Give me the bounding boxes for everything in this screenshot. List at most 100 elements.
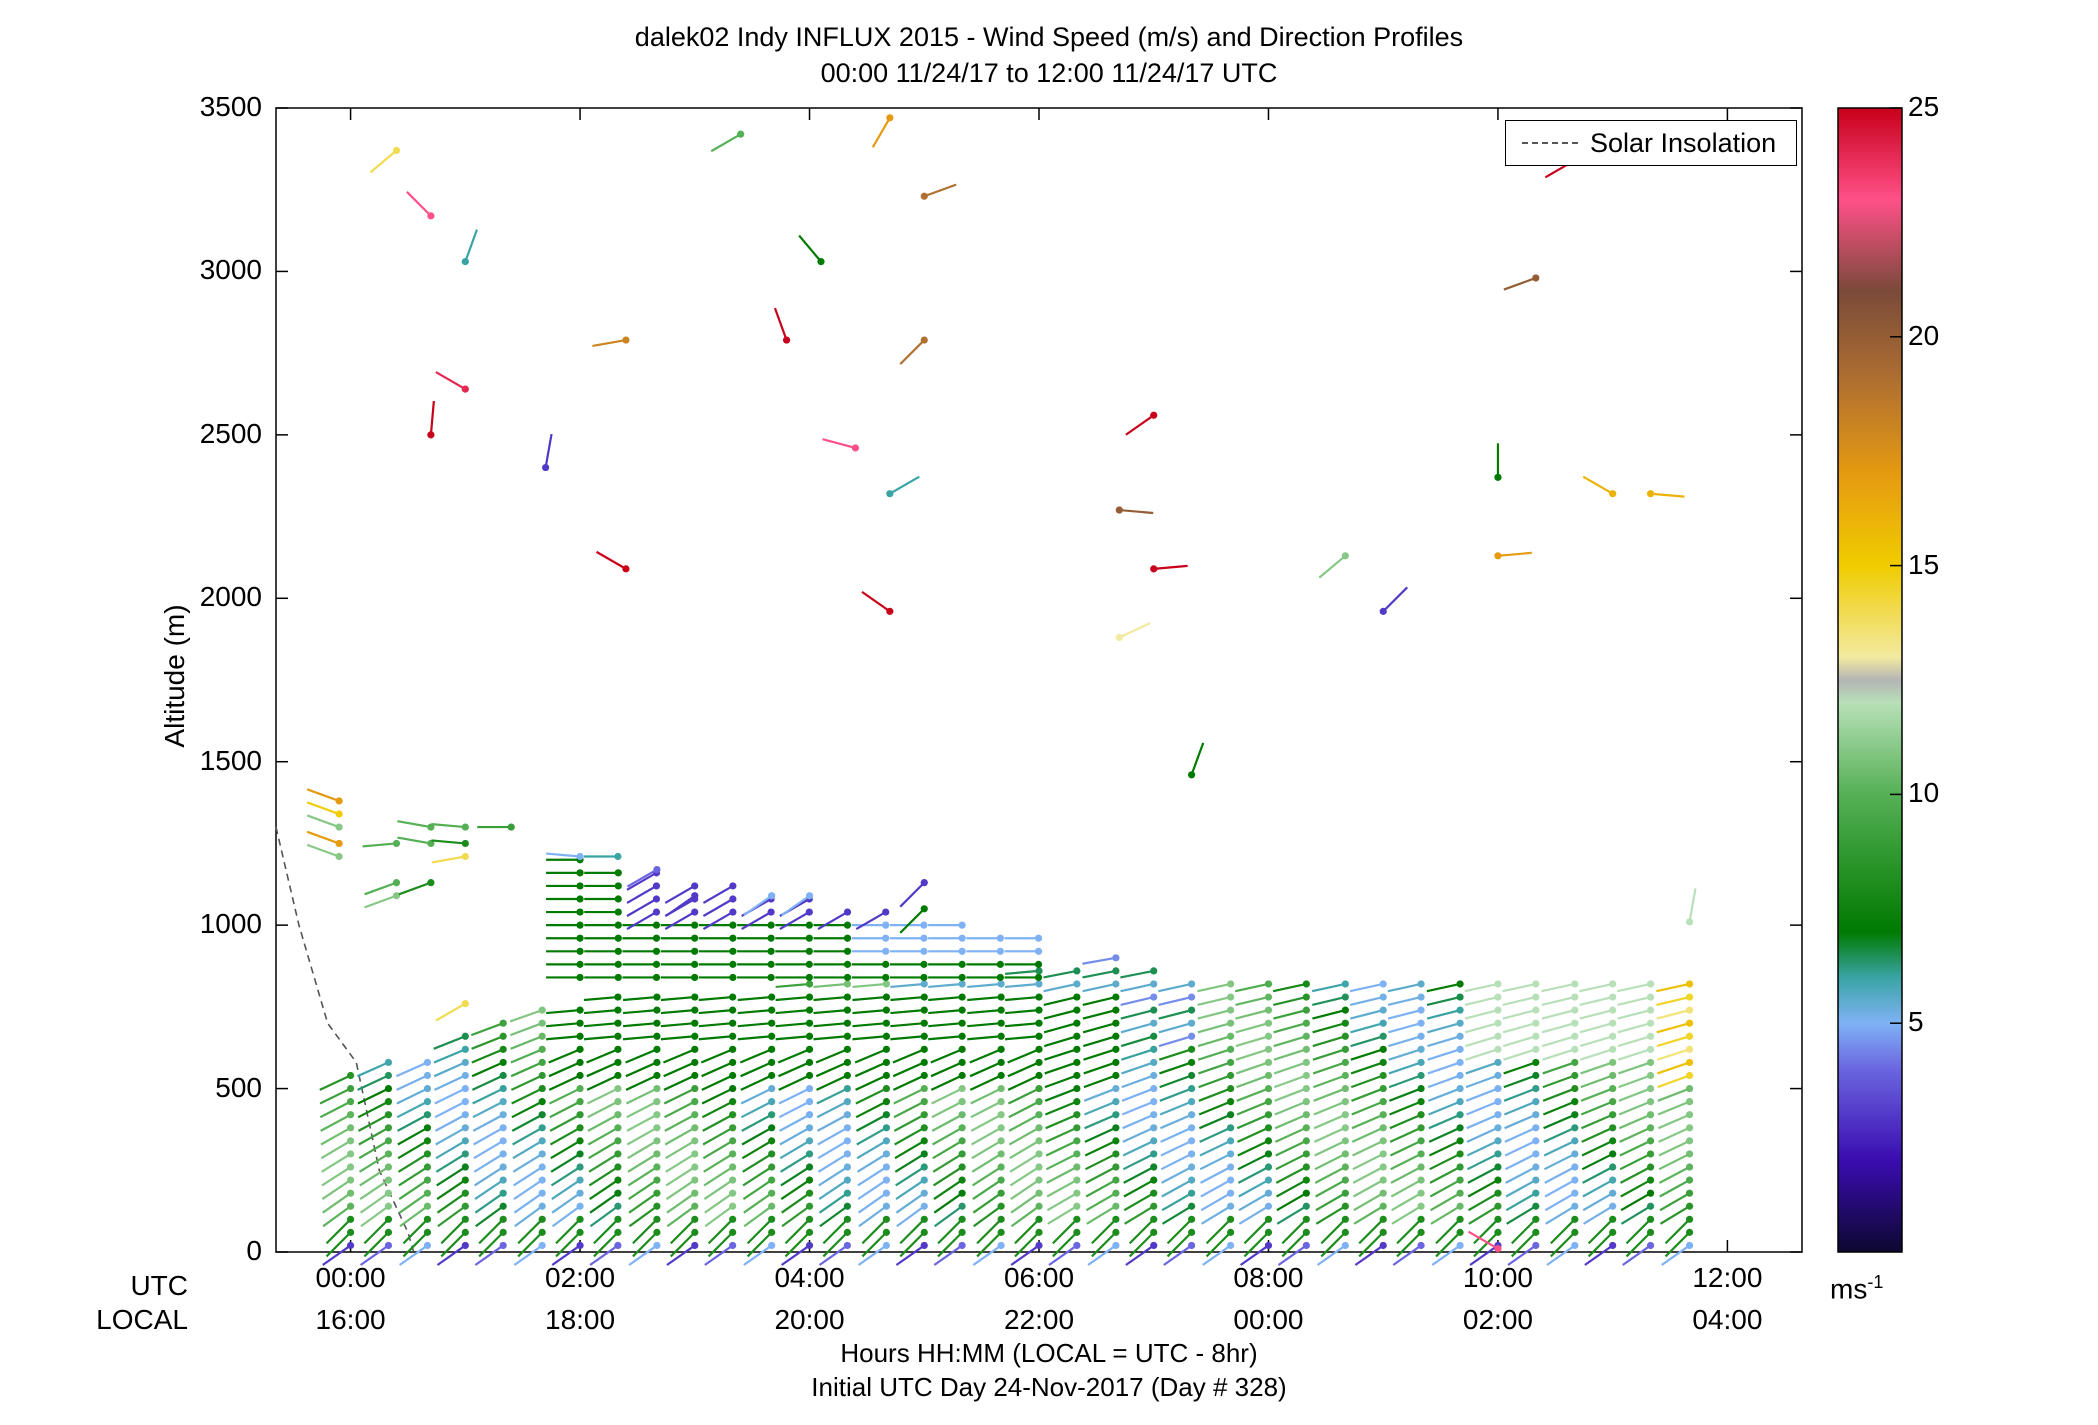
wind-barb-point: [614, 1176, 622, 1184]
wind-barb-shaft: [1199, 1152, 1232, 1171]
wind-barb-shaft: [627, 1166, 658, 1187]
wind-barb-point: [997, 1215, 1005, 1223]
wind-barb-shaft: [971, 1166, 1002, 1187]
wind-barb-point: [1417, 1189, 1425, 1197]
wind-barb-point: [997, 993, 1005, 1001]
wind-barb-point: [1685, 1111, 1694, 1119]
wind-barb-shaft: [1388, 1074, 1422, 1089]
wind-barb-shaft: [1467, 1152, 1499, 1171]
wind-barb-point: [843, 921, 852, 929]
wind-barb-shaft: [471, 1061, 504, 1078]
wind-barb-point: [997, 1006, 1005, 1014]
wind-barb-point: [920, 1124, 928, 1132]
wind-barb-point: [805, 1189, 814, 1197]
wind-barb-point: [614, 882, 622, 890]
wind-barb-point: [1532, 1202, 1540, 1210]
wind-barb-shaft: [665, 1179, 696, 1200]
wind-barb-point: [461, 1045, 469, 1053]
wind-barb-shaft: [1316, 1244, 1346, 1266]
wind-barb-point: [886, 607, 894, 615]
wind-barb-point: [1227, 1202, 1235, 1210]
wind-barb-point: [920, 960, 928, 968]
wind-barb-point: [1264, 1032, 1273, 1040]
wind-barb-point: [1302, 1150, 1310, 1158]
wind-barb-point: [1494, 473, 1502, 481]
wind-barb-shaft: [1542, 1087, 1576, 1102]
wind-barb-shaft: [1272, 995, 1307, 1006]
wind-barb-point: [1494, 1098, 1502, 1106]
wind-barb-shaft: [890, 982, 925, 989]
wind-barb-point: [920, 973, 928, 982]
wind-barb-point: [805, 973, 813, 982]
wind-barb-point: [1112, 1241, 1120, 1250]
wind-barb-shaft: [742, 1153, 773, 1173]
wind-barb-shaft: [1550, 1231, 1576, 1258]
wind-barb-shaft: [923, 183, 957, 198]
wind-barb-point: [576, 1098, 584, 1106]
wind-barb-shaft: [737, 1009, 772, 1015]
wind-barb-point: [996, 934, 1004, 942]
wind-barb-shaft: [1350, 1035, 1384, 1048]
wind-barb-point: [1609, 1032, 1617, 1040]
wind-barb-point: [576, 882, 584, 890]
wind-barb-shaft: [1198, 1061, 1231, 1075]
wind-barb-point: [729, 1045, 737, 1053]
legend-label: Solar Insolation: [1590, 127, 1777, 158]
wind-barb-point: [958, 1150, 966, 1158]
wind-barb-point: [1571, 1084, 1579, 1093]
wind-barb-shaft: [434, 1100, 466, 1119]
wind-barb-shaft: [433, 1035, 466, 1050]
wind-barb-shaft: [664, 1126, 696, 1146]
wind-barb-point: [499, 1124, 507, 1132]
wind-barb-shaft: [1159, 1087, 1192, 1102]
wind-barb-shaft: [780, 1166, 811, 1187]
legend: Solar Insolation: [1505, 120, 1797, 166]
wind-barb-shaft: [555, 1218, 581, 1245]
wind-barb-shaft: [397, 1139, 429, 1160]
wind-barb-point: [1035, 1202, 1043, 1210]
wind-barb-point: [1341, 1071, 1349, 1080]
wind-barb-shaft: [1352, 1179, 1384, 1198]
colorbar-unit-label: ms-1: [1830, 1272, 1884, 1305]
wind-barb-shaft: [856, 1126, 887, 1146]
wind-barb-shaft: [358, 1153, 390, 1173]
wind-barb-shaft: [781, 1205, 811, 1228]
wind-barb-point: [691, 1058, 699, 1067]
wind-barb-point: [882, 947, 890, 955]
wind-barb-shaft: [1582, 475, 1614, 495]
wind-barb-point: [997, 1189, 1005, 1197]
wind-barb-point: [423, 1098, 432, 1106]
wind-barb-point: [1302, 1045, 1310, 1053]
wind-barb-shaft: [1313, 1087, 1346, 1102]
wind-barb-shaft: [1658, 1126, 1691, 1143]
wind-barb-shaft: [1579, 1048, 1614, 1061]
wind-barb-point: [1035, 1176, 1043, 1184]
wind-barb-shaft: [1353, 1192, 1384, 1212]
wind-barb-point: [1685, 980, 1694, 988]
wind-barb-shaft: [746, 1231, 773, 1258]
wind-barb-shaft: [1431, 1244, 1461, 1266]
wind-barb-shaft: [587, 1100, 619, 1119]
wind-barb-shaft: [665, 1166, 696, 1187]
wind-barb-point: [1571, 1058, 1579, 1067]
wind-barb-shaft: [1352, 1166, 1384, 1184]
wind-barb-shaft: [322, 1192, 352, 1214]
wind-barb-point: [843, 1150, 851, 1158]
wind-barb-point: [1456, 980, 1464, 988]
wind-barb-shaft: [1617, 1022, 1651, 1034]
wind-barb-point: [1264, 993, 1273, 1001]
wind-barb-shaft: [517, 1218, 543, 1245]
wind-barb-point: [538, 1071, 546, 1080]
wind-barb-point: [1379, 607, 1387, 615]
wind-barb-shaft: [780, 1153, 811, 1173]
wind-barb-shaft: [1542, 1061, 1576, 1075]
wind-barb-shaft: [1657, 1113, 1690, 1130]
wind-barb-point: [1571, 1098, 1579, 1106]
wind-barb-point: [1073, 1202, 1081, 1210]
wind-barb-point: [1417, 1032, 1425, 1040]
wind-barb-shaft: [1123, 1179, 1155, 1198]
wind-barb-point: [335, 852, 343, 861]
colorbar-tick-label: 5: [1908, 1006, 1924, 1038]
wind-barb-point: [805, 1176, 814, 1184]
wind-barb-shaft: [434, 1113, 466, 1132]
